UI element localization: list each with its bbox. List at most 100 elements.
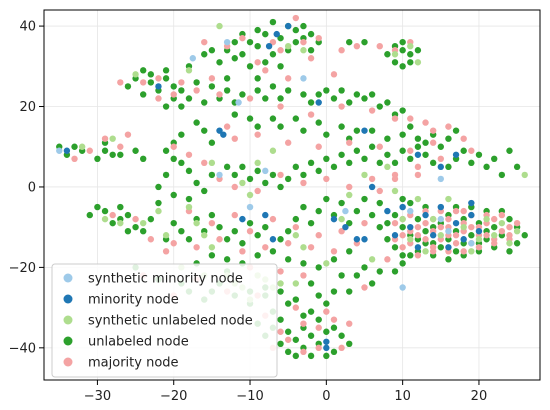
majority-node-point <box>384 256 391 263</box>
unlabeled-node-point <box>109 151 116 158</box>
unlabeled-node-point <box>315 316 322 323</box>
unlabeled-node-point <box>223 256 231 263</box>
synthetic-minority-node-point <box>189 55 196 62</box>
unlabeled-node-point <box>513 163 521 171</box>
unlabeled-node-point <box>147 215 155 223</box>
unlabeled-node-point <box>216 223 223 231</box>
majority-node-point <box>338 344 345 352</box>
unlabeled-node-point <box>384 99 391 106</box>
unlabeled-node-point <box>284 348 292 356</box>
minority-node-point <box>437 163 444 171</box>
majority-node-point <box>185 151 193 158</box>
majority-node-point <box>353 42 361 50</box>
majority-node-point <box>422 119 429 126</box>
majority-node-point <box>292 304 300 311</box>
minority-node-point <box>269 236 277 243</box>
synthetic-minority-node-point <box>300 75 307 82</box>
unlabeled-node-point <box>323 300 330 307</box>
synthetic-unlabeled-node-point <box>292 280 300 287</box>
unlabeled-node-point <box>521 232 528 239</box>
unlabeled-node-point <box>269 171 277 179</box>
unlabeled-node-point <box>346 288 353 295</box>
unlabeled-node-point <box>201 51 208 58</box>
unlabeled-node-point <box>307 99 315 106</box>
unlabeled-node-point <box>254 123 261 130</box>
majority-node-point <box>429 127 437 134</box>
unlabeled-node-point <box>376 223 383 231</box>
majority-node-point <box>300 179 307 187</box>
majority-node-point <box>117 143 124 150</box>
unlabeled-node-point <box>399 107 406 114</box>
synthetic-unlabeled-node-point <box>208 159 216 167</box>
unlabeled-node-point <box>239 91 246 98</box>
majority-node-point <box>445 123 452 130</box>
unlabeled-node-point <box>170 83 177 90</box>
unlabeled-node-point <box>239 240 246 247</box>
minority-node-point <box>475 227 483 235</box>
unlabeled-node-point <box>437 244 444 251</box>
synthetic-unlabeled-node-point <box>140 219 147 227</box>
minority-node-point <box>342 223 349 231</box>
unlabeled-node-point <box>140 155 147 163</box>
unlabeled-node-point <box>330 348 338 356</box>
majority-node-point <box>368 175 376 183</box>
majority-node-point <box>346 320 353 327</box>
synthetic-unlabeled-node-point <box>391 51 399 58</box>
majority-node-point <box>376 143 383 150</box>
majority-node-point <box>315 143 322 150</box>
unlabeled-node-point <box>338 123 345 130</box>
unlabeled-node-point <box>338 151 345 158</box>
unlabeled-node-point <box>208 171 216 179</box>
unlabeled-node-point <box>361 195 368 203</box>
majority-node-point <box>452 240 460 247</box>
unlabeled-node-point <box>193 179 200 187</box>
synthetic-unlabeled-node-point <box>300 244 307 251</box>
unlabeled-node-point <box>384 219 391 227</box>
majority-node-point <box>513 219 521 227</box>
majority-node-point <box>277 47 284 54</box>
unlabeled-node-point <box>338 199 345 207</box>
synthetic-unlabeled-node-point <box>346 191 353 199</box>
unlabeled-node-point <box>231 227 238 235</box>
unlabeled-node-point <box>399 47 406 54</box>
unlabeled-node-point <box>155 199 162 207</box>
majority-node-point <box>399 232 406 239</box>
unlabeled-node-point <box>315 264 322 271</box>
majority-node-point <box>239 34 246 42</box>
majority-node-point <box>269 38 277 46</box>
unlabeled-node-point <box>307 159 315 167</box>
unlabeled-node-point <box>391 244 399 251</box>
unlabeled-node-point <box>284 256 292 263</box>
unlabeled-node-point <box>239 51 246 58</box>
synthetic-unlabeled-node-point <box>239 179 246 187</box>
unlabeled-node-point <box>284 227 292 235</box>
synthetic-unlabeled-node-point <box>338 215 345 223</box>
majority-node-point <box>330 316 338 323</box>
unlabeled-node-point <box>269 83 277 90</box>
unlabeled-node-point <box>162 171 170 179</box>
majority-node-point <box>414 171 422 179</box>
minority-node-point <box>216 127 223 134</box>
unlabeled-node-point <box>353 91 361 98</box>
majority-node-point <box>414 232 422 239</box>
minority-node-point <box>391 232 399 239</box>
majority-node-point <box>231 135 238 142</box>
unlabeled-node-point <box>140 91 147 98</box>
unlabeled-node-point <box>284 328 292 335</box>
unlabeled-node-point <box>422 139 429 146</box>
x-tick-label: 20 <box>471 389 488 404</box>
unlabeled-node-point <box>399 63 406 70</box>
majority-node-point <box>140 79 147 86</box>
majority-node-point <box>300 320 307 327</box>
majority-node-point <box>315 34 322 42</box>
unlabeled-node-point <box>429 159 437 167</box>
unlabeled-node-point <box>399 260 406 267</box>
minority-node-point <box>284 22 292 30</box>
unlabeled-node-point <box>384 236 391 243</box>
unlabeled-node-point <box>292 352 300 360</box>
synthetic-unlabeled-node-point <box>460 223 467 231</box>
synthetic-unlabeled-node-point <box>109 135 116 142</box>
unlabeled-node-point <box>254 232 261 239</box>
unlabeled-node-point <box>300 91 307 98</box>
unlabeled-node-point <box>124 211 132 219</box>
